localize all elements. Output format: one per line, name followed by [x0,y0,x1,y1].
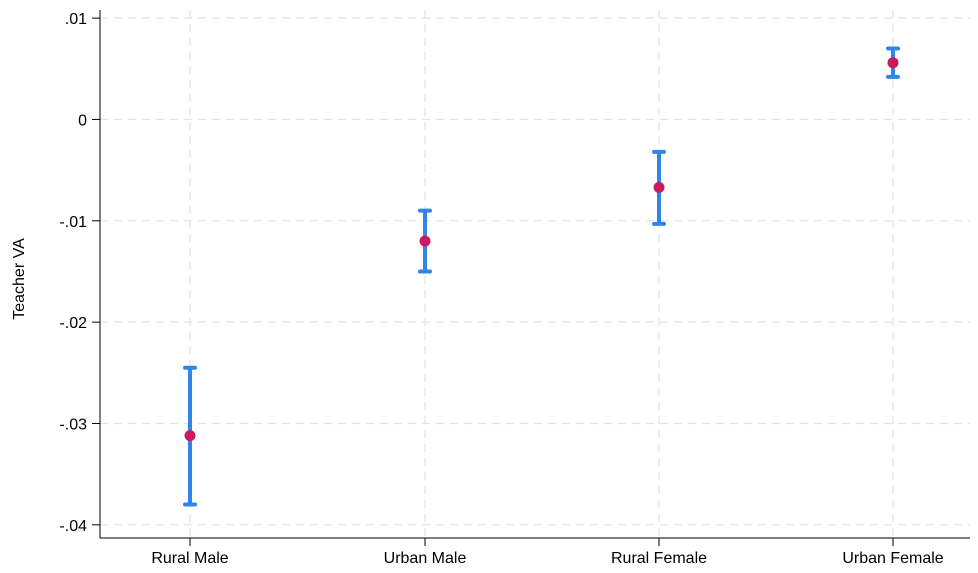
y-tick-label: -.01 [59,214,87,231]
point-estimate [184,430,196,442]
x-tick-label: Rural Female [611,550,707,567]
y-ticks: .01 0 -.01 -.02 -.03 -.04 [59,11,100,535]
point-estimate [653,181,665,193]
y-tick-label: -.04 [59,518,87,535]
x-ticks: Rural Male Urban Male Rural Female Urban Fe… [151,538,944,567]
y-tick-label: -.02 [59,315,87,332]
y-tick-label: .01 [65,11,87,28]
y-axis-label: Teacher VA [11,238,28,320]
axes [99,10,970,539]
x-tick-label: Urban Female [842,550,943,567]
x-tick-label: Rural Male [151,550,228,567]
data-points [184,57,899,442]
point-estimate [419,235,431,247]
error-bars [183,46,900,507]
point-estimate [887,57,899,69]
y-tick-label: 0 [78,112,87,129]
x-tick-label: Urban Male [384,550,467,567]
grid-lines [100,10,970,538]
y-tick-label: -.03 [59,416,87,433]
